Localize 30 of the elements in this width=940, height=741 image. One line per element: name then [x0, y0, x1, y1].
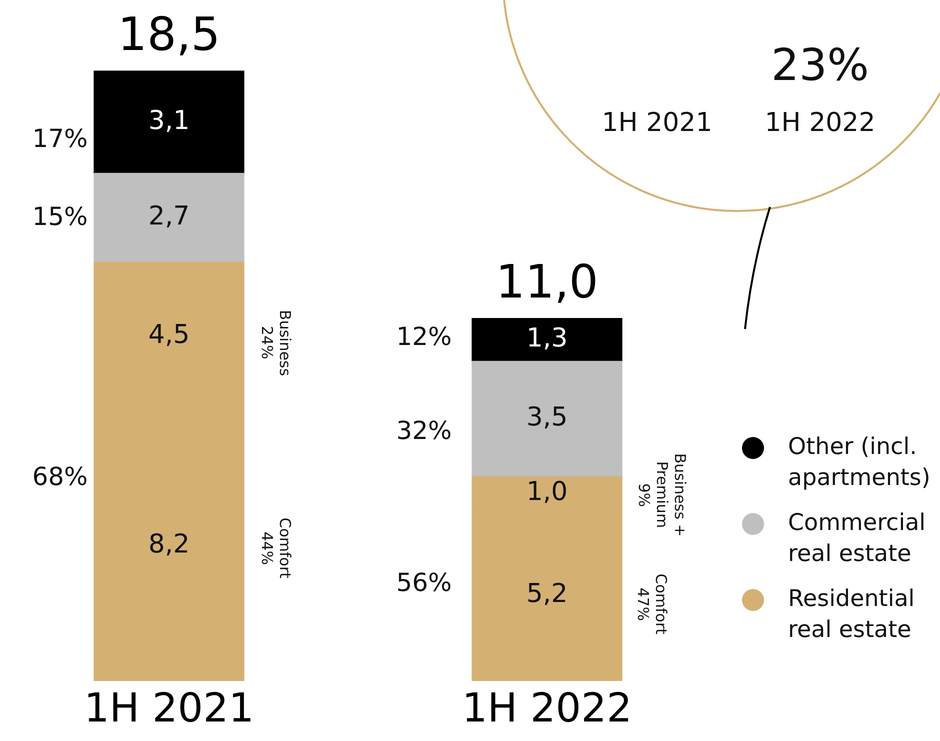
- data-label: 1,3: [526, 323, 568, 354]
- annotation: 56%: [396, 568, 452, 597]
- text: 1H 2022: [764, 108, 876, 138]
- data-label: 4,5: [148, 320, 190, 350]
- total-label: 18,5: [118, 6, 220, 61]
- bar: [94, 172, 244, 263]
- legend-label: Residential real estate: [788, 585, 916, 645]
- annotation: 32%: [396, 416, 452, 445]
- annotation: 15%: [32, 202, 88, 231]
- annotation: 17%: [32, 124, 88, 153]
- annotation: Comfort 44%: [258, 518, 294, 578]
- text: 23%: [771, 40, 869, 91]
- bar: [472, 360, 622, 477]
- legend-label: Other (incl. apartments): [788, 433, 932, 493]
- annotation: Comfort 47%: [634, 574, 670, 634]
- data-label: 2,7: [148, 201, 190, 232]
- bar: [94, 70, 244, 174]
- annotation: 12%: [396, 322, 452, 351]
- bar: [472, 318, 622, 362]
- annotation: Business + Premium 9%: [635, 453, 689, 537]
- annotation: 1H 2021: [602, 108, 712, 138]
- data-label: 1,0: [526, 476, 568, 507]
- legend-label: Commercial real estate: [788, 509, 927, 569]
- data-label: 5,2: [526, 579, 568, 610]
- data-label: 3,5: [526, 402, 568, 433]
- total-label: 11,0: [496, 254, 598, 308]
- annotation: 68%: [32, 462, 88, 491]
- data-label: 3,1: [148, 106, 190, 136]
- data-label: 8,2: [148, 530, 190, 560]
- annotation: Business 24%: [258, 310, 294, 376]
